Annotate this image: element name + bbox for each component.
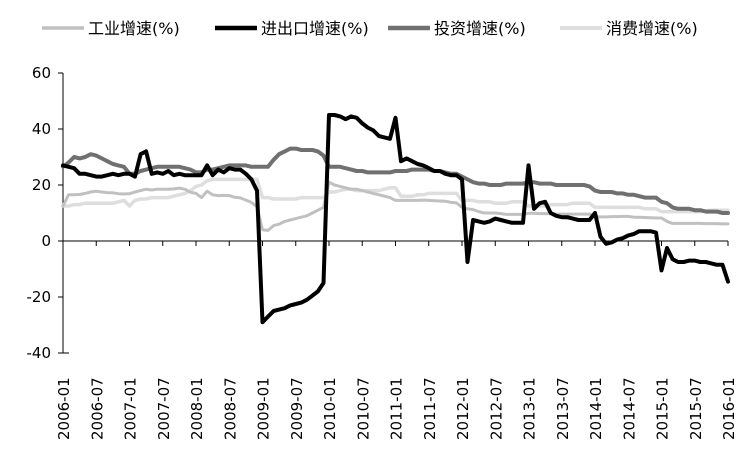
x-tick-label: 2011-01: [388, 377, 406, 440]
series-line-3: [61, 177, 730, 214]
x-tick-label: 2009-07: [288, 377, 306, 440]
x-tick-label: 2012-01: [454, 377, 472, 440]
x-tick-label: 2008-01: [188, 377, 206, 440]
x-tick-label: 2013-07: [554, 377, 572, 440]
x-tick-label: 2013-01: [521, 377, 539, 440]
x-tick-label: 2007-07: [155, 377, 173, 440]
x-tick-label: 2010-07: [354, 377, 372, 440]
legend-item: 消费增速(%): [560, 19, 698, 38]
x-tick-label: 2015-01: [654, 377, 672, 440]
y-tick-label: 0: [41, 232, 51, 250]
series-line-1: [61, 113, 730, 325]
x-tick-label: 2007-01: [122, 377, 140, 440]
axes: -40 -20 0 20 40 60 2006-01 2006-07 2007-01 2007-0…: [27, 64, 739, 440]
x-tick-label: 2008-07: [221, 377, 239, 440]
x-tick-label: 2014-07: [620, 377, 638, 440]
x-tick-label: 2011-07: [421, 377, 439, 440]
legend-item: 工业增速(%): [42, 19, 180, 38]
x-tick-label: 2010-01: [321, 377, 339, 440]
y-tick-label: -20: [27, 288, 52, 306]
legend-label: 进出口增速(%): [261, 19, 369, 38]
legend-item: 投资增速(%): [388, 19, 526, 38]
legend-label: 工业增速(%): [88, 19, 180, 38]
x-tick-label: 2016-01: [720, 377, 738, 440]
series-layer: [61, 113, 730, 325]
x-tick-label: 2006-01: [55, 377, 73, 440]
y-tick-label: 40: [32, 120, 51, 138]
series-line-0: [61, 180, 730, 232]
x-tick-label: 2015-07: [687, 377, 705, 440]
legend-item: 进出口增速(%): [215, 19, 369, 38]
x-tick-label: 2014-01: [587, 377, 605, 440]
y-tick-label: 60: [32, 64, 51, 82]
legend-label: 投资增速(%): [434, 19, 526, 38]
legend-label: 消费增速(%): [606, 19, 698, 38]
chart-legend: 工业增速(%) 进出口增速(%) 投资增速(%) 消费增速(%): [42, 19, 698, 38]
x-tick-label: 2009-01: [255, 377, 273, 440]
x-tick-label: 2006-07: [88, 377, 106, 440]
x-tick-label: 2012-07: [487, 377, 505, 440]
y-tick-label: -40: [27, 344, 52, 362]
series-line-2: [61, 146, 730, 215]
y-tick-label: 20: [32, 176, 51, 194]
